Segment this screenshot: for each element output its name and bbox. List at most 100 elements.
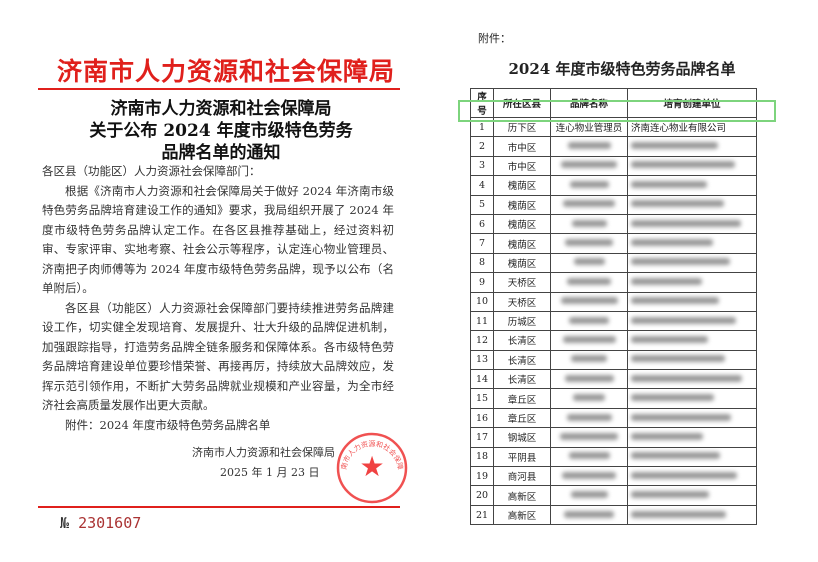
row-number: 5 [470, 194, 494, 215]
unit-cell: 济南连心物业有限公司 [627, 116, 757, 138]
district-cell: 市中区 [493, 136, 551, 157]
brand-cell-blurred [550, 213, 628, 235]
brand-cell-blurred [550, 155, 628, 177]
unit-cell-blurred [627, 427, 757, 448]
district-cell: 长清区 [493, 349, 551, 371]
table-row: 11 历城区 [470, 310, 757, 332]
unit-cell-blurred [627, 330, 757, 351]
unit-cell-blurred [627, 485, 757, 506]
district-cell: 高新区 [493, 504, 551, 526]
table-row: 14 长清区 [470, 369, 757, 390]
row-number: 17 [470, 427, 494, 448]
unit-cell-blurred [627, 466, 757, 487]
unit-cell-blurred [627, 446, 757, 468]
brand-cell-blurred [550, 272, 628, 293]
row-number: 4 [470, 175, 494, 196]
paragraph-1: 根据《济南市人力资源和社会保障局关于做好 2024 年济南市级特色劳务品牌培育建… [42, 183, 394, 296]
unit-cell-blurred [627, 388, 757, 409]
table-row: 7 槐荫区 [470, 233, 757, 254]
row-number: 3 [470, 155, 494, 177]
unit-cell-blurred [627, 155, 757, 177]
table-row: 4 槐荫区 [470, 175, 757, 196]
brand-cell-blurred [550, 388, 628, 409]
red-header: 济南市人力资源和社会保障局 [56, 57, 395, 86]
brand-cell-blurred [550, 407, 628, 429]
table-row: 10 天桥区 [470, 291, 757, 312]
district-cell: 天桥区 [493, 272, 551, 293]
row-number: 8 [470, 252, 494, 274]
unit-cell-blurred [627, 369, 757, 390]
brand-cell-blurred [550, 349, 628, 371]
unit-cell-blurred [627, 233, 757, 254]
row-number: 11 [470, 310, 494, 332]
paragraph-2: 各区县（功能区）人力资源社会保障部门要持续推进劳务品牌建设工作，切实健全发现培育… [42, 300, 394, 413]
row-number: 2 [470, 136, 494, 157]
brand-cell: 连心物业管理员 [550, 116, 628, 138]
table-row: 21 高新区 [470, 504, 757, 526]
row-number: 10 [470, 291, 494, 312]
table-row: 8 槐荫区 [470, 252, 757, 274]
unit-cell-blurred [627, 175, 757, 196]
row-number: 14 [470, 369, 494, 390]
district-cell: 平阴县 [493, 446, 551, 468]
table-row: 5 槐荫区 [470, 194, 757, 215]
brand-cell-blurred [550, 194, 628, 215]
district-cell: 市中区 [493, 155, 551, 177]
table-row: 6 槐荫区 [470, 213, 757, 235]
col-header: 所在区县 [493, 88, 551, 118]
brand-cell-blurred [550, 446, 628, 468]
table-row: 17 钢城区 [470, 427, 757, 448]
notice-body: 各区县（功能区）人力资源社会保障部门： 根据《济南市人力资源和社会保障局关于做好… [42, 162, 394, 483]
brand-cell-blurred [550, 252, 628, 274]
district-cell: 钢城区 [493, 427, 551, 448]
unit-cell-blurred [627, 291, 757, 312]
serial-value: 2301607 [78, 514, 142, 532]
district-cell: 商河县 [493, 466, 551, 487]
serial-prefix: № [60, 514, 70, 532]
brand-cell-blurred [550, 466, 628, 487]
table-row: 12 长清区 [470, 330, 757, 351]
row-number: 9 [470, 272, 494, 293]
table-row: 19 商河县 [470, 466, 757, 487]
brand-cell-blurred [550, 369, 628, 390]
official-seal: 济南市人力资源和社会保障局 ★ [336, 432, 408, 504]
brand-table: 序号 所在区县 品牌名称 培育创建单位 1 历下区 连心物业管理员 济南连心物业有限公… [470, 88, 757, 526]
district-cell: 槐荫区 [493, 175, 551, 196]
brand-cell-blurred [550, 175, 628, 196]
brand-cell-blurred [550, 330, 628, 351]
district-cell: 槐荫区 [493, 252, 551, 274]
seal-ring: 济南市人力资源和社会保障局 [336, 432, 408, 504]
table-row: 3 市中区 [470, 155, 757, 177]
district-cell: 槐荫区 [493, 233, 551, 254]
district-cell: 章丘区 [493, 388, 551, 409]
row-number: 19 [470, 466, 494, 487]
row-number: 20 [470, 485, 494, 506]
district-cell: 历下区 [493, 116, 551, 138]
district-cell: 历城区 [493, 310, 551, 332]
district-cell: 槐荫区 [493, 194, 551, 215]
unit-cell-blurred [627, 194, 757, 215]
brand-cell-blurred [550, 427, 628, 448]
district-cell: 长清区 [493, 330, 551, 351]
row-number: 1 [470, 116, 494, 138]
row-number: 21 [470, 504, 494, 526]
table-row: 18 平阴县 [470, 446, 757, 468]
unit-cell-blurred [627, 310, 757, 332]
row-number: 16 [470, 407, 494, 429]
brand-cell-blurred [550, 136, 628, 157]
notice-page: 济南市人力资源和社会保障局 济南市人力资源和社会保障局 关于公布 2024 年度… [38, 14, 414, 544]
row-number: 7 [470, 233, 494, 254]
attachment-note: 附件：2024 年度市级特色劳务品牌名单 [65, 417, 271, 432]
brand-cell-blurred [550, 233, 628, 254]
district-cell: 天桥区 [493, 291, 551, 312]
district-cell: 章丘区 [493, 407, 551, 429]
serial-number: № 2301607 [60, 514, 141, 532]
unit-cell-blurred [627, 213, 757, 235]
district-cell: 槐荫区 [493, 213, 551, 235]
table-row: 2 市中区 [470, 136, 757, 157]
brand-cell-blurred [550, 485, 628, 506]
unit-cell-blurred [627, 136, 757, 157]
brand-cell-blurred [550, 310, 628, 332]
unit-cell-blurred [627, 407, 757, 429]
salutation: 各区县（功能区）人力资源社会保障部门： [42, 164, 261, 178]
